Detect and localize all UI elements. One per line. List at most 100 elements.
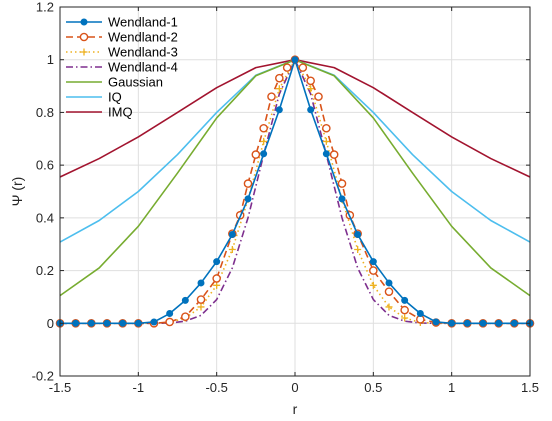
legend-marker — [80, 18, 88, 26]
data-point-wendland-2 — [282, 63, 292, 72]
data-point-wendland-2 — [267, 92, 276, 101]
data-point-wendland-1 — [401, 296, 409, 304]
legend-label: IMQ — [108, 105, 133, 120]
data-point-wendland-2 — [165, 317, 174, 327]
data-point-wendland-1 — [119, 319, 127, 327]
legend-item-wendland-1: Wendland-1 — [66, 15, 178, 30]
y-tick-label: 1.2 — [36, 0, 54, 15]
y-tick-label: 0.4 — [36, 210, 54, 225]
data-point-wendland-2 — [369, 266, 378, 275]
data-point-wendland-2 — [384, 287, 394, 296]
data-point-wendland-2 — [212, 274, 221, 283]
data-point-wendland-1 — [479, 319, 487, 327]
data-point-wendland-1 — [510, 319, 518, 327]
series-line-wendland-3 — [60, 58, 530, 325]
data-point-wendland-1 — [275, 106, 283, 114]
data-point-wendland-3 — [354, 245, 362, 253]
data-point-wendland-2 — [181, 312, 190, 321]
legend-label: Gaussian — [108, 75, 163, 90]
data-point-wendland-1 — [338, 195, 346, 203]
legend-item-iq: IQ — [66, 90, 122, 105]
x-tick-label: 0 — [291, 380, 298, 395]
legend-item-gaussian: Gaussian — [66, 75, 163, 90]
data-point-wendland-3 — [260, 137, 268, 145]
legend-item-wendland-4: Wendland-4 — [66, 60, 178, 75]
data-point-wendland-3 — [401, 314, 409, 322]
data-point-wendland-1 — [369, 258, 377, 266]
legend-item-wendland-3: Wendland-3 — [66, 45, 178, 60]
data-point-wendland-1 — [416, 310, 424, 318]
data-point-wendland-3 — [213, 281, 221, 289]
data-point-wendland-2 — [329, 150, 339, 159]
data-point-wendland-3 — [322, 137, 330, 145]
data-point-wendland-1 — [213, 258, 221, 266]
legend-item-wendland-2: Wendland-2 — [66, 30, 178, 45]
data-point-wendland-1 — [134, 319, 142, 327]
tick-layer: -1.5 -1 -0.5 0 0.5 1 1.5 -0.2 0 0.2 0.4 0.6 0.8 1 1.2 — [32, 0, 539, 395]
data-point-wendland-2 — [322, 123, 331, 133]
legend-item-imq: IMQ — [66, 105, 133, 120]
data-point-wendland-3 — [197, 303, 205, 311]
y-tick-label: 0 — [47, 316, 54, 331]
data-point-wendland-1 — [166, 310, 174, 318]
legend-label: Wendland-1 — [108, 15, 178, 30]
data-point-wendland-2 — [400, 305, 409, 315]
data-point-wendland-1 — [260, 150, 268, 158]
data-point-wendland-3 — [385, 303, 393, 311]
y-tick-label: 0.6 — [36, 158, 54, 173]
legend-label: Wendland-2 — [108, 30, 178, 45]
x-tick-label: 1 — [448, 380, 455, 395]
data-point-wendland-1 — [181, 296, 189, 304]
data-point-wendland-3 — [369, 281, 377, 289]
data-point-wendland-2 — [259, 123, 268, 133]
data-point-wendland-1 — [463, 319, 471, 327]
data-point-wendland-2 — [196, 295, 206, 304]
data-point-wendland-2 — [251, 150, 261, 159]
data-point-wendland-2 — [275, 73, 284, 83]
data-point-wendland-1 — [448, 319, 456, 327]
x-tick-label: 0.5 — [364, 380, 382, 395]
series-layer — [55, 55, 535, 328]
data-point-wendland-1 — [354, 230, 362, 238]
series-line-wendland-4 — [60, 58, 530, 325]
data-point-wendland-2 — [243, 179, 253, 188]
data-point-wendland-3 — [307, 85, 315, 93]
data-point-wendland-1 — [432, 318, 440, 326]
series-wendland-4 — [60, 58, 530, 325]
data-point-wendland-1 — [197, 279, 205, 287]
data-point-wendland-1 — [228, 230, 236, 238]
y-tick-label: 0.2 — [36, 263, 54, 278]
data-point-wendland-1 — [87, 319, 95, 327]
x-tick-label: 1.5 — [521, 380, 539, 395]
legend-marker — [79, 32, 89, 42]
data-point-wendland-1 — [495, 319, 503, 327]
y-tick-label: 1 — [47, 52, 54, 67]
legend-label: Wendland-3 — [108, 45, 178, 60]
data-point-wendland-3 — [275, 85, 283, 93]
data-point-wendland-2 — [337, 179, 347, 188]
data-point-wendland-3 — [228, 245, 236, 253]
data-point-wendland-1 — [385, 279, 393, 287]
data-point-wendland-1 — [244, 195, 252, 203]
data-point-wendland-1 — [322, 150, 330, 158]
x-axis-label: r — [293, 401, 298, 417]
y-tick-label: 0.8 — [36, 105, 54, 120]
data-point-wendland-2 — [298, 63, 308, 72]
x-tick-label: -1.5 — [49, 380, 71, 395]
legend-label: Wendland-4 — [108, 60, 178, 75]
data-point-wendland-2 — [306, 76, 315, 86]
series-wendland-1 — [56, 56, 534, 327]
y-tick-label: -0.2 — [32, 369, 54, 384]
data-point-wendland-2 — [314, 92, 323, 101]
x-tick-label: -1 — [133, 380, 145, 395]
legend: Wendland-1Wendland-2Wendland-3Wendland-4… — [66, 15, 178, 120]
legend-marker — [80, 48, 88, 56]
x-tick-label: -0.5 — [205, 380, 227, 395]
data-point-wendland-1 — [72, 319, 80, 327]
y-axis-label: Ψ (r) — [9, 177, 25, 207]
data-point-wendland-1 — [291, 56, 299, 64]
data-point-wendland-1 — [307, 106, 315, 114]
data-point-wendland-1 — [150, 318, 158, 326]
data-point-wendland-1 — [103, 319, 111, 327]
